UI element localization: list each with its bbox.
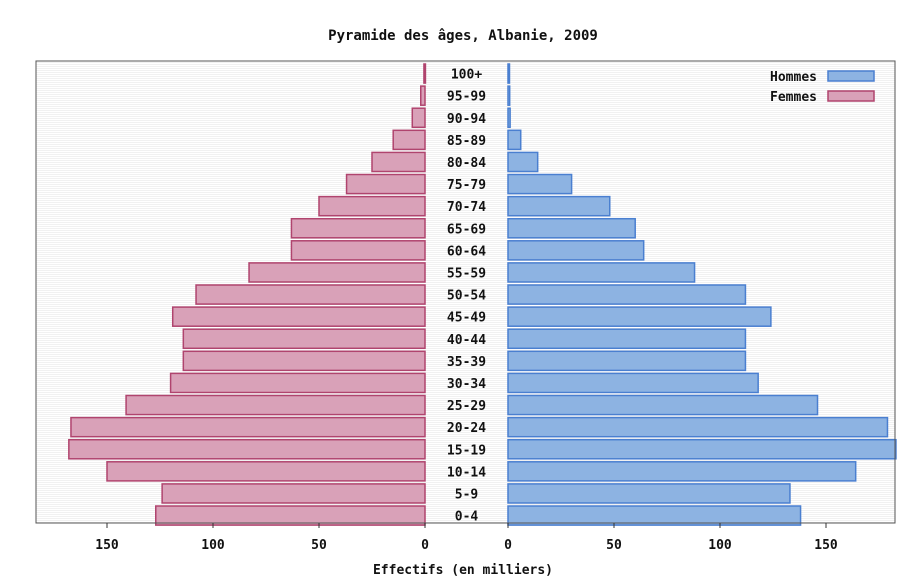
bar-hommes-80-84 [507,151,539,173]
bar-hommes-10-14 [507,461,857,482]
bar-femmes-0-4 [155,505,426,526]
bar-hommes-70-74 [507,195,611,217]
age-label-50-54: 50-54 [447,289,486,304]
legend-swatch-hommes [827,70,875,82]
age-label-95-99: 95-99 [447,90,486,105]
bar-femmes-5-9 [161,483,426,504]
x-tick-label-left: 100 [201,538,225,553]
bar-hommes-95-99 [507,85,511,106]
bar-femmes-20-24 [70,416,426,438]
x-tick-label-right: 150 [814,538,838,553]
age-label-15-19: 15-19 [447,443,486,458]
bar-hommes-20-24 [507,416,889,438]
bar-femmes-75-79 [345,173,426,195]
x-tick-label-left: 50 [311,538,327,553]
bar-hommes-65-69 [507,217,636,239]
bar-hommes-35-39 [507,350,747,372]
age-label-75-79: 75-79 [447,178,486,193]
bar-femmes-40-44 [182,328,426,350]
age-label-35-39: 35-39 [447,355,486,370]
bar-femmes-15-19 [68,438,426,460]
bar-hommes-85-89 [507,129,522,151]
bar-femmes-90-94 [411,107,426,129]
bar-femmes-55-59 [248,262,426,283]
age-label-30-34: 30-34 [447,377,486,392]
age-label-20-24: 20-24 [447,421,486,436]
x-tick-label-right: 100 [708,538,732,553]
bar-femmes-25-29 [125,394,426,416]
x-tick-label-left: 150 [95,538,119,553]
bar-femmes-50-54 [195,284,426,305]
age-label-55-59: 55-59 [447,266,486,281]
bar-hommes-25-29 [507,394,819,416]
bar-femmes-80-84 [371,151,426,173]
age-label-100+: 100+ [451,68,482,83]
bar-hommes-45-49 [507,306,772,327]
age-label-80-84: 80-84 [447,156,486,171]
bar-hommes-50-54 [507,284,747,305]
bar-hommes-55-59 [507,262,696,283]
age-label-65-69: 65-69 [447,222,486,237]
age-label-10-14: 10-14 [447,465,486,480]
bar-hommes-75-79 [507,173,573,195]
age-label-70-74: 70-74 [447,200,486,215]
legend-label-femmes: Femmes [770,90,817,105]
age-label-25-29: 25-29 [447,399,486,414]
age-label-5-9: 5-9 [455,487,478,502]
bar-femmes-35-39 [182,350,426,372]
age-label-85-89: 85-89 [447,134,486,149]
bar-femmes-85-89 [392,129,426,151]
x-tick-label-left: 0 [421,538,429,553]
age-label-0-4: 0-4 [455,510,479,525]
bar-hommes-40-44 [507,328,747,350]
age-label-60-64: 60-64 [447,244,486,259]
bar-hommes-30-34 [507,372,759,394]
x-axis-label: Effectifs (en milliers) [373,563,553,578]
legend-label-hommes: Hommes [770,70,817,85]
age-label-40-44: 40-44 [447,333,486,348]
bar-femmes-95-99 [420,85,426,106]
bar-hommes-60-64 [507,240,645,261]
bar-femmes-100+ [423,63,427,84]
bar-hommes-5-9 [507,483,791,504]
bar-femmes-70-74 [318,195,426,217]
bar-femmes-30-34 [169,372,426,394]
bar-femmes-65-69 [290,217,426,239]
bar-femmes-60-64 [290,240,426,261]
bar-femmes-10-14 [106,461,426,482]
bar-hommes-0-4 [507,505,802,526]
bar-femmes-45-49 [171,306,426,327]
x-tick-label-right: 50 [606,538,622,553]
plot-frame [35,60,896,524]
legend-swatch-femmes [827,90,875,102]
bar-hommes-90-94 [507,107,511,129]
bar-hommes-100+ [507,63,511,84]
age-label-90-94: 90-94 [447,112,486,127]
chart-title: Pyramide des âges, Albanie, 2009 [328,28,598,44]
x-tick-label-right: 0 [504,538,512,553]
bar-hommes-15-19 [507,438,897,460]
age-label-45-49: 45-49 [447,311,486,326]
